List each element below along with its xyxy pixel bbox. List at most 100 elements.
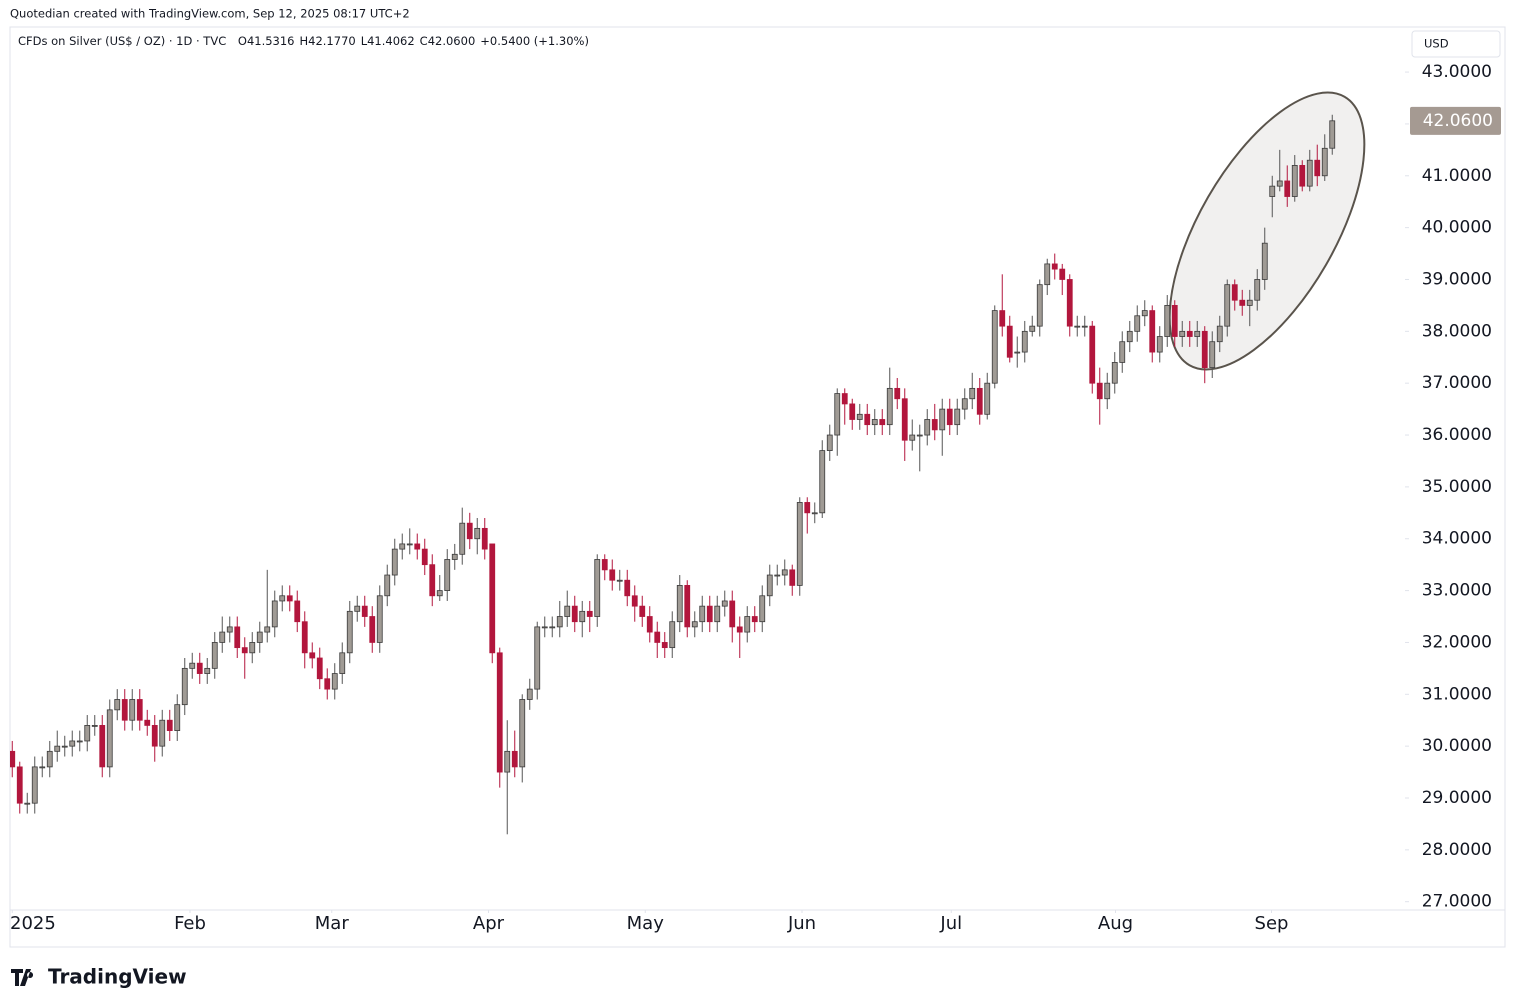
x-tick-label: Apr [473,913,505,934]
y-tick-label: 38.0000 [1422,321,1492,341]
up-candle [781,569,788,576]
down-candle [1096,382,1103,400]
legend: CFDs on Silver (US$ / OZ) · 1D · TVC O41… [18,34,589,48]
up-candle [534,626,541,690]
down-candle [151,725,158,747]
down-candle [286,595,293,602]
y-tick-label: 32.0000 [1422,632,1492,652]
down-candle [361,605,368,617]
ohlc-value: C42.0600 [420,34,476,48]
up-candle [991,310,998,384]
ohlc-value: H42.1770 [300,34,356,48]
down-candle [894,387,901,400]
up-candle [459,522,466,555]
down-candle [309,652,316,659]
up-candle [819,450,826,514]
up-candle [961,398,968,410]
y-tick-label: 31.0000 [1422,684,1492,704]
down-candle [751,616,758,623]
down-candle [294,600,301,623]
up-candle [886,387,893,426]
down-candle [1006,325,1013,358]
up-candle [564,605,571,617]
up-candle [39,766,46,769]
up-candle [1021,330,1028,353]
last-price-label: 42.0600 [1423,111,1493,131]
up-candle [436,590,443,597]
up-candle [871,419,878,426]
down-candle [1149,310,1156,353]
down-candle [1051,263,1058,270]
down-candle [466,522,473,540]
down-candle [976,387,983,415]
x-tick-label: Feb [174,913,206,934]
up-candle [1036,284,1043,327]
up-candle [1111,362,1118,384]
up-candle [669,621,676,649]
down-candle [1171,305,1178,337]
up-candle [204,667,211,674]
down-candle [496,652,503,773]
up-candle [1224,284,1231,327]
up-candle [616,579,623,582]
up-candle [556,616,563,628]
ohlc-value: L41.4062 [361,34,415,48]
up-candle [384,574,391,597]
up-candle [174,704,181,731]
down-candle [324,678,331,690]
down-candle [1089,325,1096,384]
down-candle [301,621,308,654]
up-candle [519,699,526,768]
up-candle [691,621,698,628]
logo-icon [11,969,34,986]
up-candle [984,382,991,415]
y-tick-label: 36.0000 [1422,425,1492,445]
down-candle [946,408,953,426]
up-candle [721,600,728,607]
up-candle [954,408,961,426]
down-candle [841,393,848,405]
up-candle [406,543,413,546]
down-candle [571,605,578,623]
up-candle [444,559,451,591]
down-candle [489,543,496,654]
up-candle [834,393,841,436]
up-candle [249,642,256,654]
candles [10,114,1336,835]
up-candle [796,502,803,586]
up-candle [1306,159,1313,187]
up-candle [391,548,398,576]
down-candle [931,419,938,431]
x-tick-label: Mar [315,913,350,934]
up-candle [969,387,976,400]
down-candle [166,719,173,731]
up-candle [504,750,511,773]
up-candle [549,626,556,629]
up-candle [1104,382,1111,400]
up-candle [1164,305,1171,337]
up-candle [759,595,766,623]
down-candle [234,626,241,649]
down-candle [639,605,646,617]
currency-box [1411,30,1501,58]
up-candle [114,699,121,711]
up-candle [1134,315,1141,332]
down-candle [684,585,691,628]
up-candle [399,543,406,550]
up-candle [924,419,931,436]
symbol: CFDs on Silver (US$ / OZ) · 1D · TVC [18,34,226,48]
down-candle [1201,330,1208,369]
last-price-box [1410,106,1501,135]
up-candle [1216,325,1223,343]
y-tick-label: 43.0000 [1422,62,1492,82]
up-candle [451,553,458,560]
up-candle [856,413,863,420]
down-candle [511,750,518,768]
up-candle [84,725,91,742]
down-candle [121,699,128,721]
x-tick-label: Jul [939,913,962,934]
ohlc-value: O41.5316 [238,34,295,48]
y-tick-label: 30.0000 [1422,736,1492,756]
up-candle [916,434,923,437]
down-candle [646,616,653,633]
